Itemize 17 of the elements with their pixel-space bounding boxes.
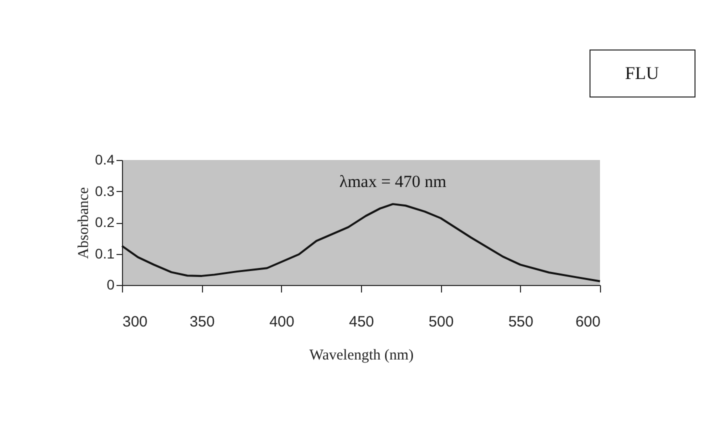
x-tick-label: 450 xyxy=(348,314,374,330)
y-tick-label: 0.3 xyxy=(95,182,115,199)
y-tick-label: 0.1 xyxy=(95,245,115,262)
x-tick-label: 400 xyxy=(269,314,294,330)
y-axis-title: Absorbance xyxy=(76,186,92,259)
y-tick-label: 0.4 xyxy=(95,152,115,168)
x-tick-label: 550 xyxy=(508,314,534,330)
x-tick-label: 300 xyxy=(122,314,148,330)
y-tick-label: 0 xyxy=(106,276,115,292)
y-tick-label: 0.2 xyxy=(95,214,115,230)
x-tick-label: 500 xyxy=(428,314,454,330)
x-axis-title: Wavelength (nm) xyxy=(309,348,414,364)
x-tick-label: 350 xyxy=(190,314,215,330)
x-tick-label: 600 xyxy=(575,314,600,330)
line-series xyxy=(121,203,601,282)
annotation: λmax = 470 nm xyxy=(339,172,446,192)
text: FLU xyxy=(624,63,660,83)
